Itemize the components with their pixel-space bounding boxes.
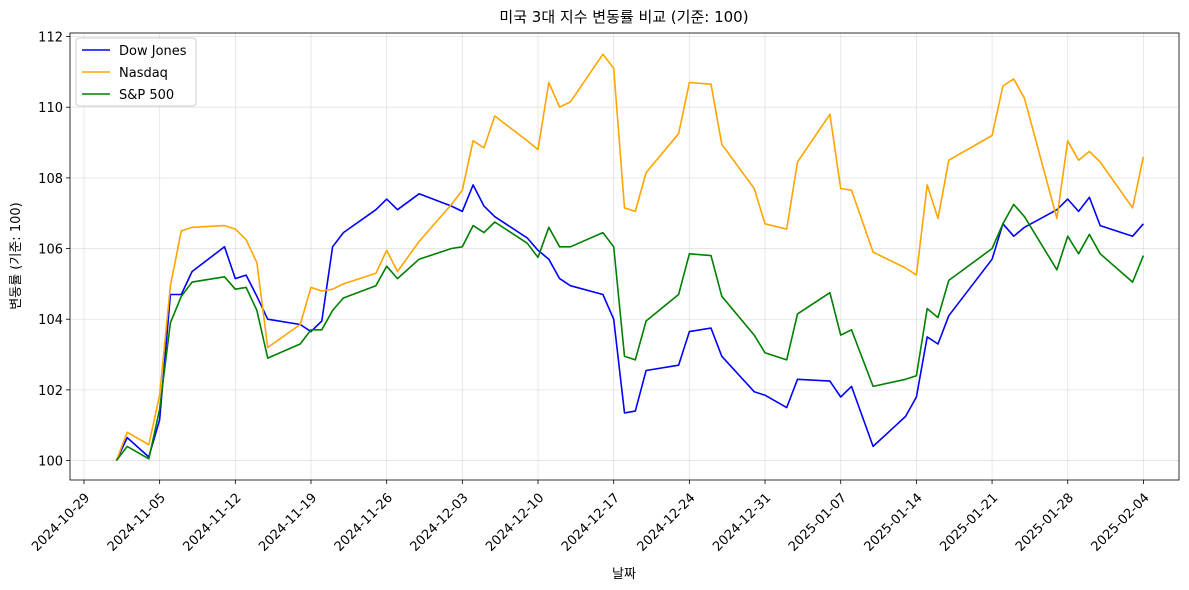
grid <box>70 33 1179 480</box>
x-axis-label: 날짜 <box>612 567 636 582</box>
legend-label-nasdaq: Nasdaq <box>119 66 168 81</box>
y-tick-label: 108 <box>38 172 63 187</box>
x-tick-label: 2024-11-19 <box>256 491 320 555</box>
x-tick-label: 2024-12-03 <box>408 491 472 555</box>
legend-box <box>75 37 197 107</box>
x-tick-label: 2024-11-26 <box>332 491 396 555</box>
x-tick-label: 2024-12-31 <box>710 491 774 555</box>
y-tick-label: 100 <box>38 455 63 470</box>
x-tick-label: 2024-11-12 <box>181 491 245 555</box>
x-tick-label: 2025-01-28 <box>1013 491 1077 555</box>
x-tick-label: 2024-12-24 <box>635 491 699 555</box>
y-tick-label: 110 <box>38 101 63 116</box>
legend-label-s-p-500: S&P 500 <box>119 88 174 103</box>
series-line-s-p-500 <box>115 203 1145 462</box>
x-tick-label: 2025-01-14 <box>862 491 926 555</box>
x-tick-label: 2025-02-04 <box>1089 491 1153 555</box>
y-axis-label: 변동률 (기준: 100) <box>9 202 24 309</box>
series-line-nasdaq <box>115 53 1145 461</box>
x-tick-label: 2024-11-05 <box>105 491 169 555</box>
legend: Dow Jones Nasdaq S&P 500 <box>75 37 197 107</box>
x-axis: 2024-10-29 2024-11-05 2024-11-12 2024-11-19… <box>29 480 1153 555</box>
plot-frame <box>69 32 1180 481</box>
legend-label-dow-jones: Dow Jones <box>119 44 187 59</box>
x-tick-label: 2025-01-21 <box>937 491 1001 555</box>
x-tick-label: 2025-01-07 <box>786 491 850 555</box>
y-tick-label: 102 <box>38 384 63 399</box>
x-tick-label: 2024-12-10 <box>483 491 547 555</box>
y-axis: 100 102 104 106 108 110 112 <box>38 31 70 470</box>
x-tick-label: 2024-12-17 <box>559 491 623 555</box>
chart-title: 미국 3대 지수 변동률 비교 (기준: 100) <box>499 8 748 26</box>
y-tick-label: 104 <box>38 313 63 328</box>
x-tick-label: 2024-10-29 <box>29 491 93 555</box>
y-tick-label: 106 <box>38 243 63 258</box>
series-lines <box>115 53 1145 462</box>
series-line-dow-jones <box>115 184 1145 461</box>
y-tick-label: 112 <box>38 31 63 46</box>
